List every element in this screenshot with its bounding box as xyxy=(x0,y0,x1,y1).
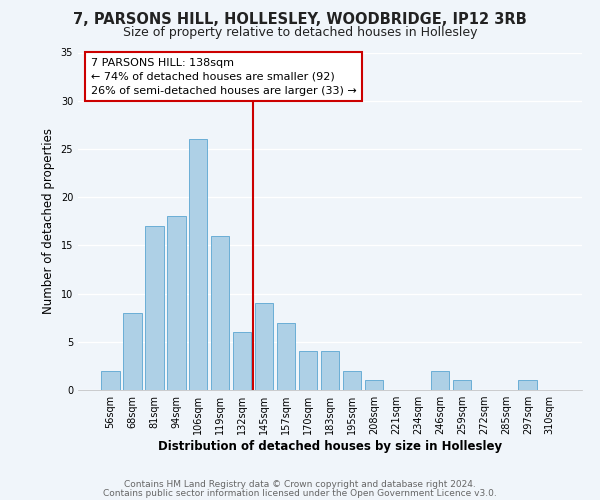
Bar xyxy=(452,380,471,390)
Bar xyxy=(365,380,383,390)
Bar xyxy=(145,226,164,390)
Bar xyxy=(343,370,361,390)
Text: Contains public sector information licensed under the Open Government Licence v3: Contains public sector information licen… xyxy=(103,488,497,498)
Bar xyxy=(255,303,274,390)
Bar xyxy=(299,352,317,390)
Bar xyxy=(123,313,142,390)
Bar xyxy=(211,236,229,390)
Bar xyxy=(277,322,295,390)
Text: Contains HM Land Registry data © Crown copyright and database right 2024.: Contains HM Land Registry data © Crown c… xyxy=(124,480,476,489)
Bar xyxy=(101,370,119,390)
Bar xyxy=(189,140,208,390)
Y-axis label: Number of detached properties: Number of detached properties xyxy=(42,128,55,314)
X-axis label: Distribution of detached houses by size in Hollesley: Distribution of detached houses by size … xyxy=(158,440,502,453)
Bar xyxy=(167,216,185,390)
Text: Size of property relative to detached houses in Hollesley: Size of property relative to detached ho… xyxy=(123,26,477,39)
Bar xyxy=(518,380,537,390)
Text: 7 PARSONS HILL: 138sqm
← 74% of detached houses are smaller (92)
26% of semi-det: 7 PARSONS HILL: 138sqm ← 74% of detached… xyxy=(91,58,356,96)
Bar xyxy=(320,352,340,390)
Text: 7, PARSONS HILL, HOLLESLEY, WOODBRIDGE, IP12 3RB: 7, PARSONS HILL, HOLLESLEY, WOODBRIDGE, … xyxy=(73,12,527,28)
Bar xyxy=(431,370,449,390)
Bar xyxy=(233,332,251,390)
